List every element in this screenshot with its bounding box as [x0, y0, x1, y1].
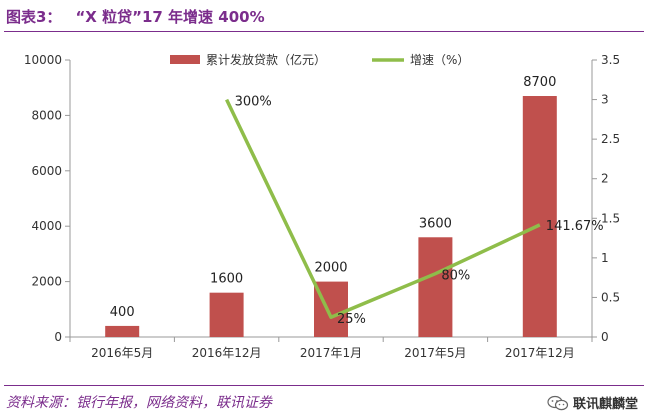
y-right-tick-label: 0 [601, 330, 609, 344]
y-right-tick-label: 1.5 [601, 211, 620, 225]
line-data-label: 25% [337, 312, 366, 327]
y-left-tick-label: 8000 [31, 108, 62, 122]
y-right-tick-label: 2 [601, 172, 609, 186]
y-right-tick-label: 3.5 [601, 53, 620, 67]
watermark-text: 联讯麒麟堂 [572, 397, 638, 412]
y-left-tick-label: 0 [54, 330, 62, 344]
y-right-tick-label: 1 [601, 251, 609, 265]
y-left-tick-label: 4000 [31, 219, 62, 233]
bar [105, 325, 140, 337]
source-rule [4, 385, 644, 386]
bar-data-label: 400 [110, 305, 135, 320]
bar-data-label: 1600 [210, 272, 243, 287]
y-left-tick-label: 2000 [31, 275, 62, 289]
x-tick-label: 2017年1月 [300, 346, 362, 360]
wechat-icon [547, 395, 569, 410]
y-right-tick-label: 3 [601, 93, 609, 107]
figure-label: 图表3： [6, 8, 62, 26]
line-data-label: 300% [235, 95, 272, 110]
x-tick-label: 2016年12月 [192, 346, 262, 360]
figure-title: 图表3： “X 粒贷”17 年增速 400% [6, 6, 265, 27]
line-data-label: 141.67% [546, 219, 604, 234]
source-note: 资料来源：银行年报，网络资料，联讯证券 [6, 395, 272, 411]
x-tick-label: 2017年5月 [404, 346, 466, 360]
y-right-tick-label: 0.5 [601, 290, 620, 304]
legend-bar-swatch [170, 55, 200, 64]
bar-data-label: 3600 [419, 216, 452, 231]
legend-line-label: 增速（%） [410, 53, 469, 67]
title-rule [4, 31, 644, 32]
y-right-tick-label: 2.5 [601, 132, 620, 146]
legend-bar-label: 累计发放贷款（亿元） [206, 52, 326, 67]
y-left-tick-label: 10000 [24, 53, 62, 67]
y-left-tick-label: 6000 [31, 164, 62, 178]
bar-data-label: 8700 [523, 75, 556, 90]
line-data-label: 80% [441, 269, 470, 284]
x-tick-label: 2017年12月 [505, 346, 575, 360]
bar [209, 292, 244, 337]
watermark: 联讯麒麟堂 [547, 393, 638, 412]
figure-title-text: “X 粒贷”17 年增速 400% [75, 8, 265, 26]
growth-line [225, 98, 541, 319]
bar [522, 96, 557, 337]
x-tick-label: 2016年5月 [91, 346, 153, 360]
bar-data-label: 2000 [314, 261, 347, 276]
bar [418, 237, 453, 337]
combo-chart: 0 2000 4000 6000 8000 10000 0 0.5 1 1.5 2 2.5 3 3.5 20… [24, 52, 620, 360]
